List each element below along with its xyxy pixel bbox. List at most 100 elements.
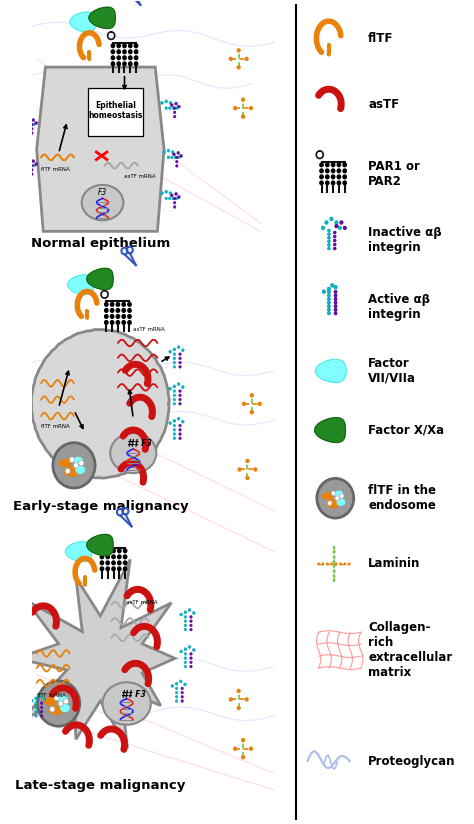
Text: PAR1 or
PAR2: PAR1 or PAR2 <box>368 160 420 188</box>
Ellipse shape <box>179 433 181 435</box>
Text: flTF: flTF <box>368 32 393 44</box>
Polygon shape <box>327 501 337 508</box>
Ellipse shape <box>25 410 27 413</box>
Ellipse shape <box>328 311 330 315</box>
Ellipse shape <box>167 149 170 152</box>
Ellipse shape <box>333 247 336 250</box>
Ellipse shape <box>179 357 181 360</box>
Ellipse shape <box>183 683 186 686</box>
Ellipse shape <box>105 560 110 565</box>
Ellipse shape <box>331 162 336 167</box>
Ellipse shape <box>117 555 122 559</box>
Ellipse shape <box>110 314 115 319</box>
Ellipse shape <box>173 197 176 200</box>
Ellipse shape <box>165 197 167 200</box>
Ellipse shape <box>110 433 156 473</box>
Ellipse shape <box>246 476 249 480</box>
Ellipse shape <box>128 61 133 67</box>
Ellipse shape <box>134 55 138 60</box>
Ellipse shape <box>234 106 237 110</box>
Ellipse shape <box>175 161 178 163</box>
Ellipse shape <box>175 156 178 159</box>
Ellipse shape <box>177 417 180 420</box>
Ellipse shape <box>330 217 333 221</box>
Ellipse shape <box>254 468 257 471</box>
Ellipse shape <box>35 710 37 713</box>
Ellipse shape <box>175 682 178 686</box>
Text: Normal epithelium: Normal epithelium <box>31 237 170 250</box>
Ellipse shape <box>184 620 187 622</box>
Ellipse shape <box>134 49 138 54</box>
Ellipse shape <box>40 702 43 705</box>
Ellipse shape <box>21 632 23 634</box>
Ellipse shape <box>334 301 337 304</box>
Ellipse shape <box>179 390 181 392</box>
Ellipse shape <box>333 231 336 234</box>
Ellipse shape <box>37 681 80 726</box>
Ellipse shape <box>21 661 24 664</box>
Ellipse shape <box>184 648 187 651</box>
Ellipse shape <box>334 290 337 293</box>
Ellipse shape <box>173 424 176 427</box>
Ellipse shape <box>319 175 324 180</box>
Ellipse shape <box>104 308 109 313</box>
Text: flTF mRNA: flTF mRNA <box>36 693 65 698</box>
Ellipse shape <box>15 640 18 644</box>
Ellipse shape <box>184 624 187 627</box>
Ellipse shape <box>121 314 126 319</box>
Ellipse shape <box>192 611 195 615</box>
Ellipse shape <box>333 235 336 238</box>
Ellipse shape <box>64 699 69 704</box>
Text: Early-stage malignancy: Early-stage malignancy <box>12 500 188 513</box>
Ellipse shape <box>335 224 338 228</box>
Ellipse shape <box>15 627 18 630</box>
Text: asTF mRNA: asTF mRNA <box>126 600 157 605</box>
Text: flTF mRNA: flTF mRNA <box>41 424 70 429</box>
Ellipse shape <box>116 55 121 60</box>
Ellipse shape <box>317 563 320 565</box>
Ellipse shape <box>23 373 25 376</box>
Ellipse shape <box>343 226 346 230</box>
Ellipse shape <box>21 640 23 644</box>
Ellipse shape <box>328 247 330 250</box>
Ellipse shape <box>110 43 115 49</box>
Ellipse shape <box>123 555 128 559</box>
Ellipse shape <box>116 61 121 67</box>
Ellipse shape <box>35 162 37 166</box>
Ellipse shape <box>333 243 336 246</box>
Ellipse shape <box>32 119 35 122</box>
Ellipse shape <box>13 677 15 681</box>
Ellipse shape <box>181 695 183 698</box>
Ellipse shape <box>171 194 173 197</box>
Ellipse shape <box>105 548 110 554</box>
Ellipse shape <box>161 192 164 194</box>
Ellipse shape <box>175 107 178 110</box>
Text: Collagen-
rich
extracellular
matrix: Collagen- rich extracellular matrix <box>368 621 453 679</box>
Ellipse shape <box>328 294 330 297</box>
Ellipse shape <box>181 691 183 694</box>
FancyBboxPatch shape <box>89 88 143 136</box>
Ellipse shape <box>86 316 88 319</box>
Ellipse shape <box>330 283 334 287</box>
Ellipse shape <box>242 115 245 118</box>
Ellipse shape <box>23 382 25 385</box>
Ellipse shape <box>128 43 133 49</box>
Ellipse shape <box>18 118 21 121</box>
Ellipse shape <box>23 386 25 389</box>
Ellipse shape <box>174 102 177 105</box>
Ellipse shape <box>50 706 55 712</box>
Ellipse shape <box>172 197 174 200</box>
Ellipse shape <box>335 221 338 224</box>
Ellipse shape <box>40 714 43 717</box>
Polygon shape <box>44 697 55 705</box>
Ellipse shape <box>173 402 176 405</box>
Ellipse shape <box>117 548 122 554</box>
Ellipse shape <box>33 124 35 126</box>
Ellipse shape <box>102 682 151 725</box>
Ellipse shape <box>177 382 180 386</box>
Ellipse shape <box>110 55 115 60</box>
Ellipse shape <box>334 311 337 315</box>
Ellipse shape <box>17 368 20 372</box>
Ellipse shape <box>328 308 330 311</box>
Ellipse shape <box>122 43 127 49</box>
